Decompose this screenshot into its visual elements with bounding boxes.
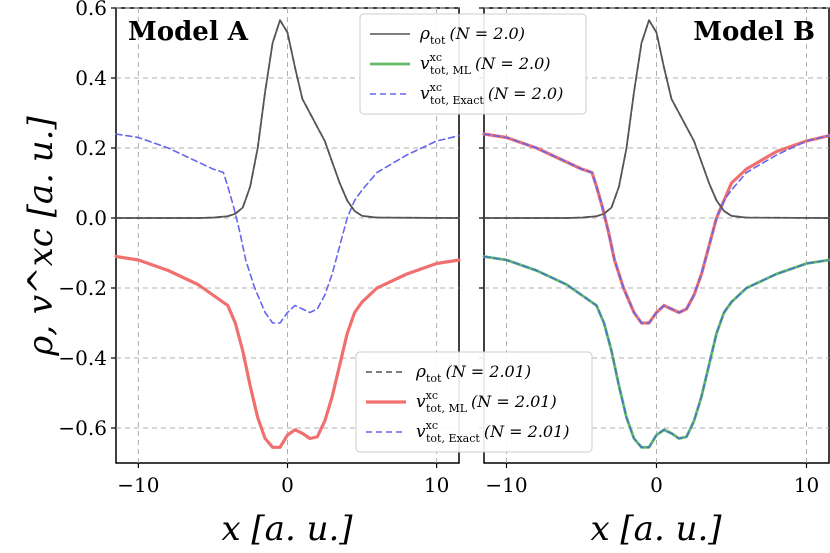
legend-entry: vxc tot, Exact (N = 2.0) — [420, 81, 563, 107]
y-tick-label: 0.0 — [75, 206, 107, 230]
legend-entry: ρtot (N = 2.01) — [415, 362, 531, 385]
panel-a-series — [114, 19, 461, 449]
y-tick-label: −0.4 — [58, 346, 107, 370]
y-tick-label: 0.4 — [75, 66, 107, 90]
y-tick-label: 0.2 — [75, 136, 107, 160]
series-line — [115, 133, 460, 324]
y-tick-label: −0.6 — [58, 416, 107, 440]
panel-b-ticks: −10 0 10 — [479, 7, 819, 497]
panel-model-b: −10 0 10 Model B — [479, 7, 830, 497]
legend-box — [359, 13, 587, 115]
panel-b-title: Model B — [693, 17, 815, 47]
legend-top: ρtot (N = 2.0) vxc tot, ML (N = 2.0) vxc tot, … — [359, 13, 587, 115]
series-line — [115, 19, 460, 219]
series-line — [114, 254, 461, 449]
legend-entry: vxc tot, ML (N = 2.01) — [416, 389, 557, 415]
legend-box — [355, 351, 593, 453]
series-line — [483, 19, 830, 219]
x-axis-label-a: x [a. u.] — [221, 509, 353, 549]
y-tick-label: 0.6 — [75, 0, 107, 20]
x-tick-label: 10 — [794, 473, 819, 497]
y-axis-label: ρ, v^xc [a. u.] — [21, 116, 61, 357]
panel-b-series — [482, 19, 830, 449]
x-tick-label: 10 — [424, 473, 449, 497]
x-tick-label: 0 — [281, 473, 294, 497]
legend-entry: ρtot (N = 2.0) — [419, 24, 525, 47]
series-line — [483, 133, 830, 324]
panel-a-title: Model A — [128, 17, 249, 47]
panel-b-grid — [484, 7, 829, 463]
legend-entry: vxc tot, Exact (N = 2.01) — [416, 419, 570, 445]
x-axis-label-b: x [a. u.] — [590, 509, 722, 549]
legend-entry: vxc tot, ML (N = 2.0) — [420, 51, 551, 77]
x-tick-label: 0 — [650, 473, 663, 497]
panel-model-a: 0.6 0.4 0.2 0.0 −0.2 −0.4 −0.6 −10 0 10 Model A — [58, 0, 461, 497]
panel-a-ticks: 0.6 0.4 0.2 0.0 −0.2 −0.4 −0.6 −10 0 10 — [58, 0, 449, 497]
x-tick-label: −10 — [485, 473, 527, 497]
legend-bottom: ρtot (N = 2.01) vxc tot, ML (N = 2.01) vxc tot… — [355, 351, 593, 453]
x-tick-label: −10 — [117, 473, 159, 497]
panel-a-grid — [116, 7, 459, 463]
y-tick-label: −0.2 — [58, 276, 107, 300]
series-line — [483, 255, 830, 449]
